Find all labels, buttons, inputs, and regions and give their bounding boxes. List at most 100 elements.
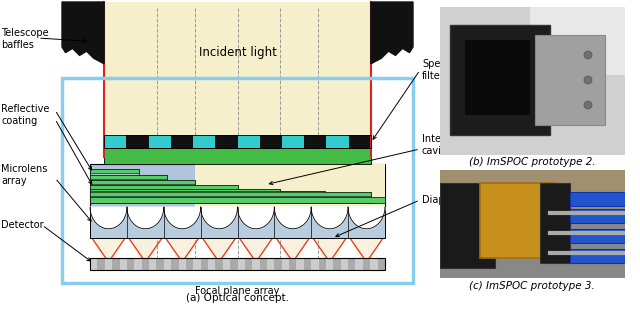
Bar [104,2,371,157]
Text: Interferometric
cavities: Interferometric cavities [422,134,495,156]
Bar [237,258,245,270]
Bar [90,199,280,203]
Bar [440,170,625,218]
Polygon shape [275,207,311,229]
Bar [90,175,167,179]
Bar [570,249,625,263]
Bar [90,192,371,196]
Bar [540,183,570,263]
Bar [260,135,282,148]
Text: (a) Optical concept.: (a) Optical concept. [186,293,289,303]
Polygon shape [239,238,273,262]
Bar [530,7,625,75]
Circle shape [584,101,592,109]
Bar [156,258,164,270]
Bar [245,258,252,270]
Text: Detector: Detector [1,220,44,230]
Bar [195,163,385,207]
Bar [171,258,179,270]
Bar [171,135,193,148]
Bar [90,199,140,203]
Polygon shape [371,2,413,64]
Bar [570,192,625,206]
Bar [90,207,385,238]
Bar [90,169,140,203]
Bar [230,258,237,270]
Text: (c) ImSPOC prototype 3.: (c) ImSPOC prototype 3. [469,281,595,291]
Text: Telescope
baffles: Telescope baffles [1,28,49,50]
Bar [355,258,363,270]
Bar [90,189,280,203]
Bar [349,135,371,148]
Bar [179,258,186,270]
Bar [216,258,223,270]
Bar [126,135,148,148]
Bar [363,258,370,270]
Bar [319,258,326,270]
Bar [120,258,127,270]
Bar [208,258,216,270]
Text: Focal plane array: Focal plane array [195,286,280,296]
Bar [90,185,237,203]
Bar [62,2,413,283]
Polygon shape [90,207,127,229]
Polygon shape [201,207,237,229]
Bar [90,175,167,203]
Bar [326,135,349,148]
Bar [90,258,97,270]
Bar [90,169,140,173]
Polygon shape [350,238,383,262]
Polygon shape [311,207,348,229]
Text: (b) ImSPOC prototype 2.: (b) ImSPOC prototype 2. [468,157,595,167]
Polygon shape [276,238,309,262]
Bar [535,35,605,125]
Polygon shape [127,207,164,229]
Bar [90,199,237,203]
Bar [237,135,260,148]
Bar [201,258,208,270]
Bar [90,199,325,203]
Polygon shape [164,207,201,229]
Bar [104,135,126,148]
Polygon shape [202,238,236,262]
Bar [289,258,296,270]
Bar [104,78,371,207]
Bar [252,258,260,270]
Bar [465,40,530,115]
Bar [275,258,282,270]
Bar [450,25,550,135]
Bar [90,163,385,207]
Bar [378,258,385,270]
Bar [304,258,311,270]
Bar [296,258,304,270]
Bar [90,199,167,203]
Bar [340,258,348,270]
Bar [164,258,171,270]
Bar [149,258,156,270]
Bar [90,191,325,195]
Bar [141,258,149,270]
Text: Reflective
coating: Reflective coating [1,104,49,126]
Bar [148,135,171,148]
Bar [267,258,275,270]
Bar [570,209,625,223]
Bar [440,183,495,268]
Polygon shape [313,238,346,262]
Bar [311,258,319,270]
Bar [370,258,378,270]
Bar [282,135,304,148]
Text: Microlens
array: Microlens array [1,164,47,186]
Polygon shape [92,238,125,262]
Bar [90,197,385,203]
Bar [570,229,625,243]
Polygon shape [129,238,162,262]
Bar [282,258,289,270]
Bar [62,78,413,283]
Text: Incident light: Incident light [198,46,276,59]
Bar [134,258,141,270]
Bar [186,258,193,270]
Bar [326,258,333,270]
Bar [90,180,195,203]
Bar [90,191,325,203]
Text: Diaphragm: Diaphragm [422,195,477,205]
